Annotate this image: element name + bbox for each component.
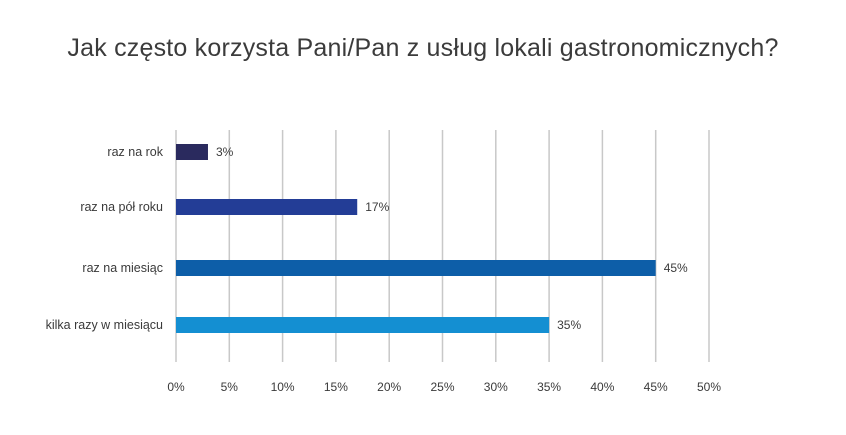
bar — [176, 144, 208, 160]
bar — [176, 260, 656, 276]
category-label: raz na miesiąc — [82, 261, 163, 275]
data-label: 45% — [664, 261, 688, 275]
labels: 0% 5% 10% 15% 20% 25% 30% 35% 40% 45% 50% raz na ro… — [46, 145, 722, 394]
x-tick-label: 45% — [644, 380, 668, 394]
x-tick-label: 30% — [484, 380, 508, 394]
data-label: 17% — [365, 200, 389, 214]
bar — [176, 199, 358, 215]
x-tick-label: 15% — [324, 380, 348, 394]
x-tick-label: 5% — [221, 380, 239, 394]
x-tick-label: 25% — [430, 380, 454, 394]
gridlines — [175, 130, 710, 362]
bars — [176, 144, 656, 333]
x-tick-label: 50% — [697, 380, 721, 394]
data-label: 3% — [216, 145, 234, 159]
category-label: raz na rok — [107, 145, 163, 159]
chart-title: Jak często korzysta Pani/Pan z usług lok… — [67, 34, 779, 62]
x-tick-label: 35% — [537, 380, 561, 394]
category-label: kilka razy w miesiącu — [46, 318, 163, 332]
bar — [176, 317, 550, 333]
category-label: raz na pół roku — [80, 200, 163, 214]
x-tick-label: 0% — [167, 380, 185, 394]
x-tick-label: 10% — [271, 380, 295, 394]
x-tick-label: 40% — [590, 380, 614, 394]
x-tick-label: 20% — [377, 380, 401, 394]
data-label: 35% — [557, 318, 581, 332]
